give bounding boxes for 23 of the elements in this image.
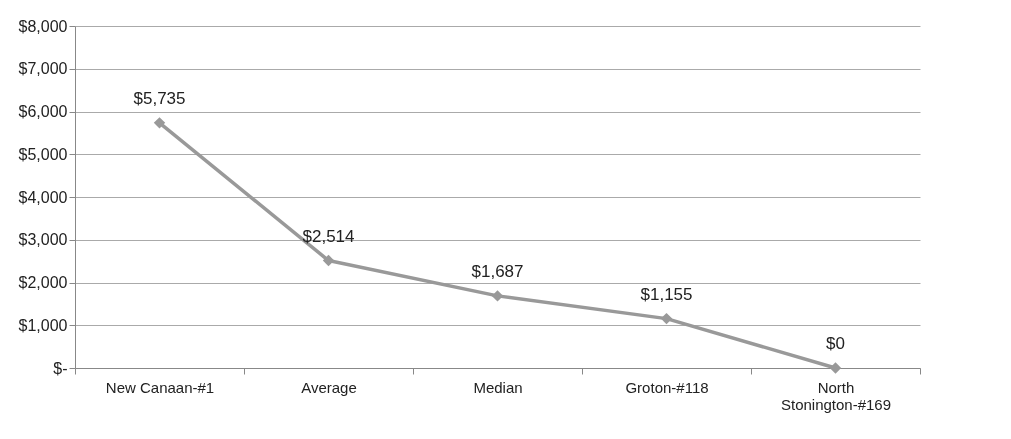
data-label: $1,687	[471, 261, 524, 281]
data-label: $1,155	[640, 284, 693, 304]
y-tick-label: $4,000	[18, 188, 68, 206]
point	[660, 312, 673, 325]
y-tick-label: $6,000	[18, 103, 68, 120]
data-label: $2,514	[302, 226, 355, 246]
x-tick-label: North Stonington-#169	[780, 378, 892, 413]
x-tick-label: Median	[473, 378, 523, 396]
y-tick-label: $-	[53, 359, 68, 377]
data-label: $5,735	[133, 88, 186, 108]
data-label: $0	[826, 334, 845, 353]
y-tick-label: $2,000	[18, 274, 68, 291]
x-tick-label: Average	[301, 378, 357, 396]
x-tick-label: Groton-#118	[625, 378, 709, 396]
y-tick-label: $5,000	[18, 145, 68, 163]
point	[153, 117, 166, 129]
y-tick-label: $1,000	[18, 316, 68, 334]
point	[829, 362, 842, 374]
y-tick-label: $3,000	[18, 231, 68, 249]
y-tick-label: $8,000	[18, 17, 68, 35]
x-tick-label: New Canaan-#1	[105, 378, 215, 396]
y-tick-label: $7,000	[18, 60, 68, 78]
point	[322, 254, 335, 267]
